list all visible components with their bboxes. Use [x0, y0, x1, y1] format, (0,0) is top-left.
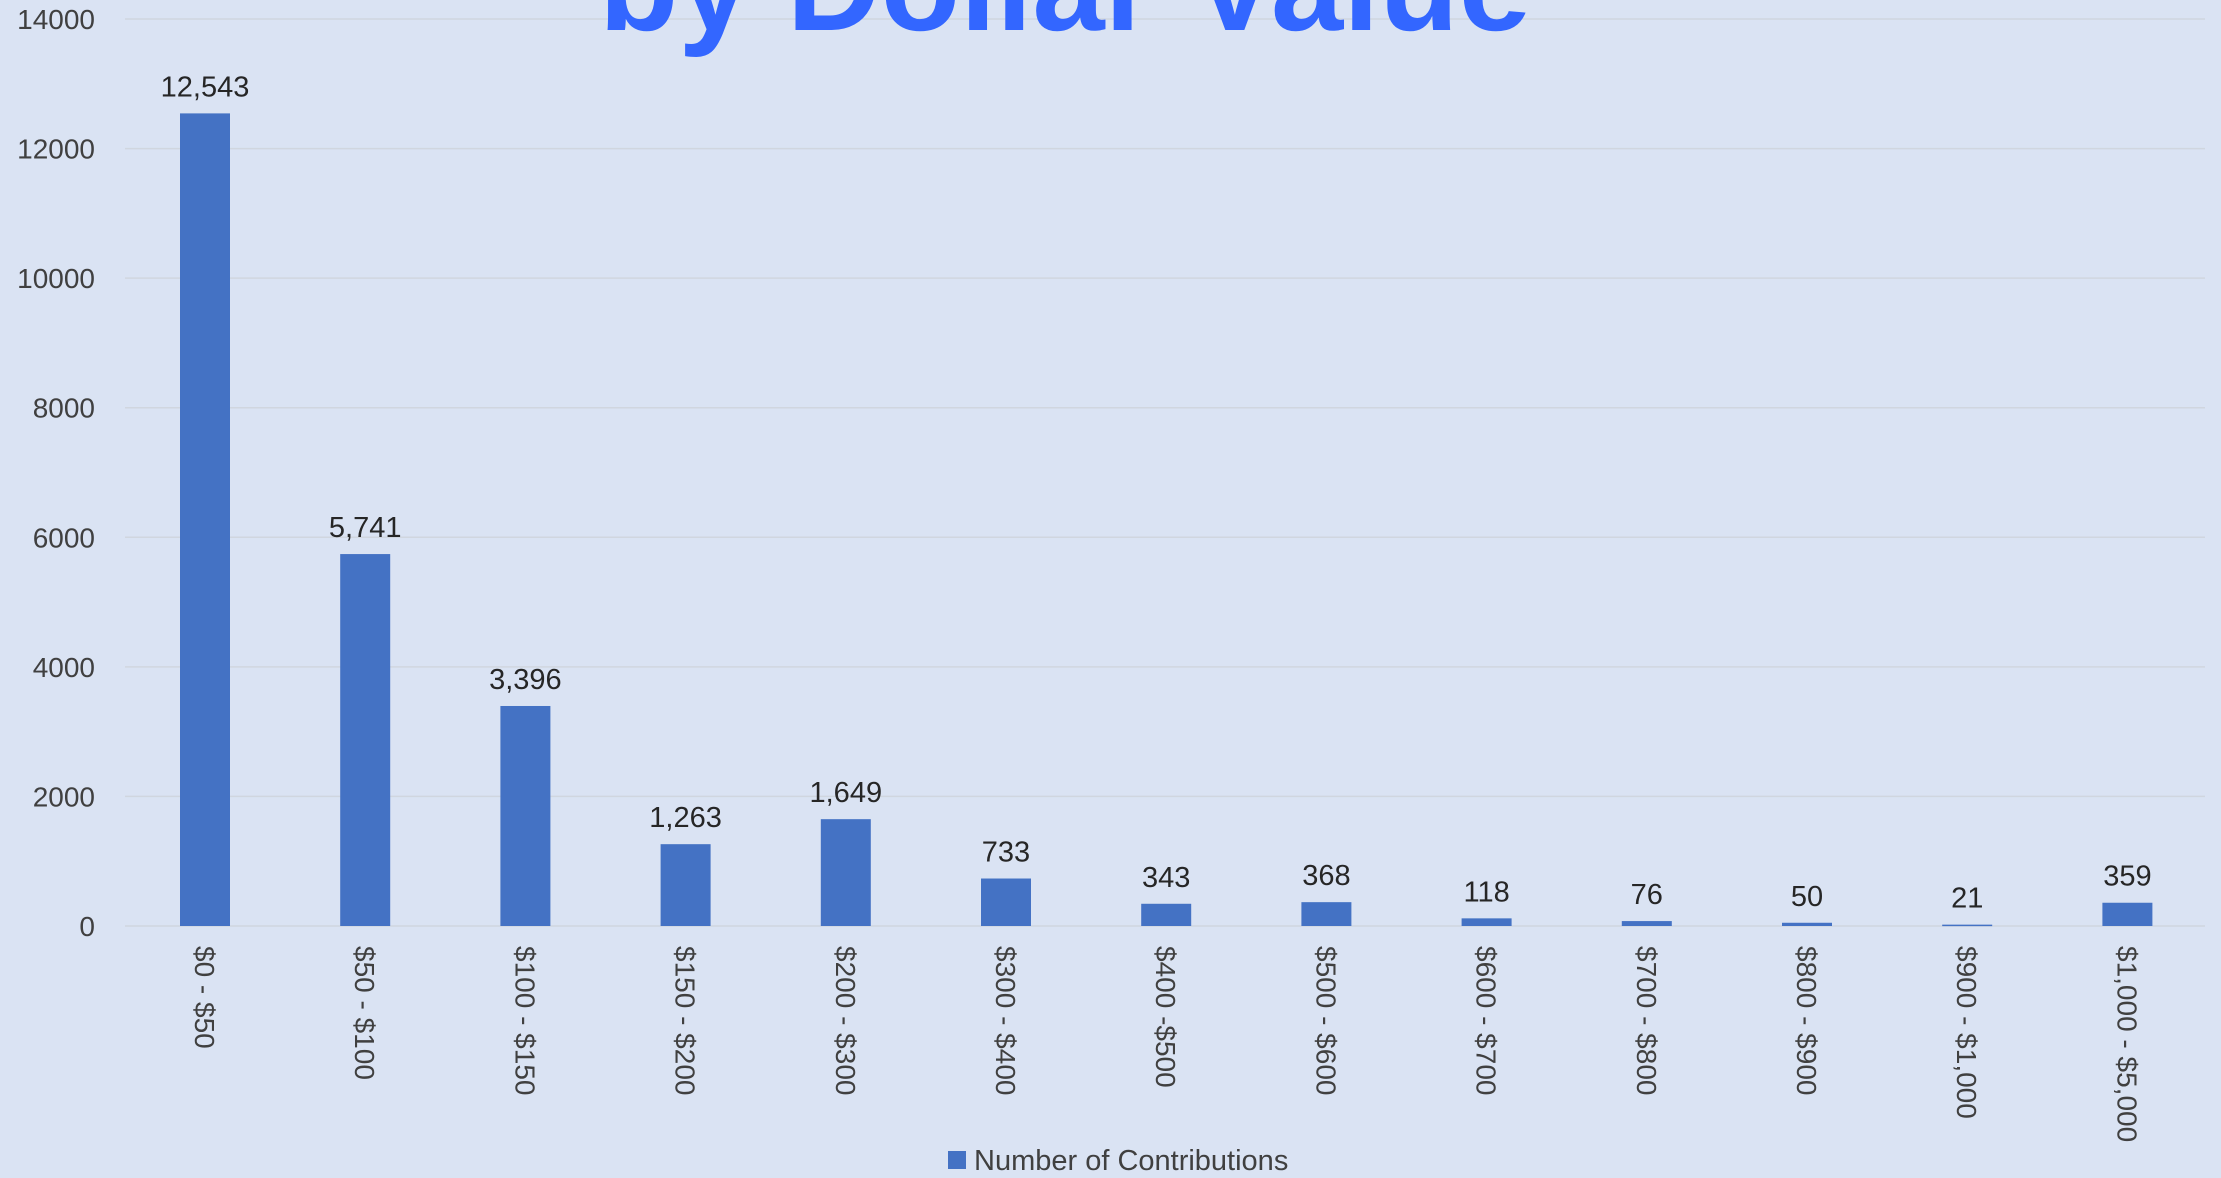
data-label: 76	[1631, 879, 1663, 911]
bars	[180, 113, 2153, 927]
legend-label: Number of Contributions	[974, 1145, 1288, 1177]
y-axis-ticks: 0 2000 4000 6000 8000 10000 12000 14000	[17, 4, 95, 942]
bar	[1301, 902, 1352, 926]
legend: Number of Contributions	[948, 1145, 1288, 1177]
x-category-label: $900 - $1,000	[1951, 946, 1982, 1119]
data-label: 368	[1302, 860, 1350, 892]
data-label: 50	[1791, 881, 1823, 913]
data-label: 5,741	[329, 512, 402, 544]
data-label: 1,263	[649, 802, 722, 834]
x-axis-categories: $0 - $50 $50 - $100 $100 - $150 $150 - $200…	[189, 946, 2142, 1142]
x-category-label: $1,000 - $5,000	[2111, 946, 2142, 1142]
bar	[180, 113, 230, 927]
bar	[1461, 918, 1512, 926]
x-category-label: $50 - $100	[349, 946, 380, 1080]
bar	[1141, 903, 1192, 926]
bar	[1782, 922, 1832, 926]
x-category-label: $800 - $900	[1791, 946, 1822, 1095]
data-label: 733	[982, 837, 1030, 869]
data-label: 359	[2103, 861, 2151, 893]
bar	[340, 554, 391, 926]
x-category-label: $200 - $300	[830, 946, 861, 1095]
x-category-label: $700 - $800	[1631, 946, 1662, 1095]
bar	[981, 878, 1031, 926]
data-label: 12,543	[161, 71, 250, 103]
y-tick-label: 4000	[33, 652, 95, 683]
y-tick-label: 14000	[17, 4, 95, 35]
y-tick-label: 2000	[33, 781, 95, 812]
legend-swatch	[948, 1151, 966, 1169]
y-tick-label: 10000	[17, 263, 95, 294]
bar	[1942, 924, 1993, 927]
x-category-label: $300 - $400	[990, 946, 1021, 1095]
data-label: 3,396	[489, 664, 562, 696]
bar	[820, 819, 871, 926]
x-category-label: $0 - $50	[189, 946, 220, 1049]
y-tick-label: 6000	[33, 522, 95, 553]
data-label: 21	[1951, 883, 1983, 915]
data-label: 118	[1463, 876, 1509, 908]
x-category-label: $100 - $150	[509, 946, 540, 1095]
y-tick-label: 8000	[33, 393, 95, 424]
x-category-label: $500 - $600	[1310, 946, 1341, 1095]
y-tick-label: 0	[79, 911, 95, 942]
gridlines	[125, 18, 2205, 927]
data-label: 1,649	[810, 777, 883, 809]
data-labels: 12,543 5,741 3,396 1,263 1,649 733 343 368 118 76…	[161, 71, 2152, 914]
x-category-label: $400 -$500	[1150, 946, 1181, 1088]
bar	[660, 844, 711, 926]
y-tick-label: 12000	[17, 134, 95, 165]
x-category-label: $150 - $200	[670, 946, 701, 1095]
chart-title: by Dollar Value	[599, 0, 1531, 58]
data-label: 343	[1142, 862, 1190, 894]
bar	[2102, 902, 2153, 926]
bar	[500, 705, 551, 926]
bar	[1621, 921, 1672, 926]
x-category-label: $600 - $700	[1471, 946, 1502, 1095]
